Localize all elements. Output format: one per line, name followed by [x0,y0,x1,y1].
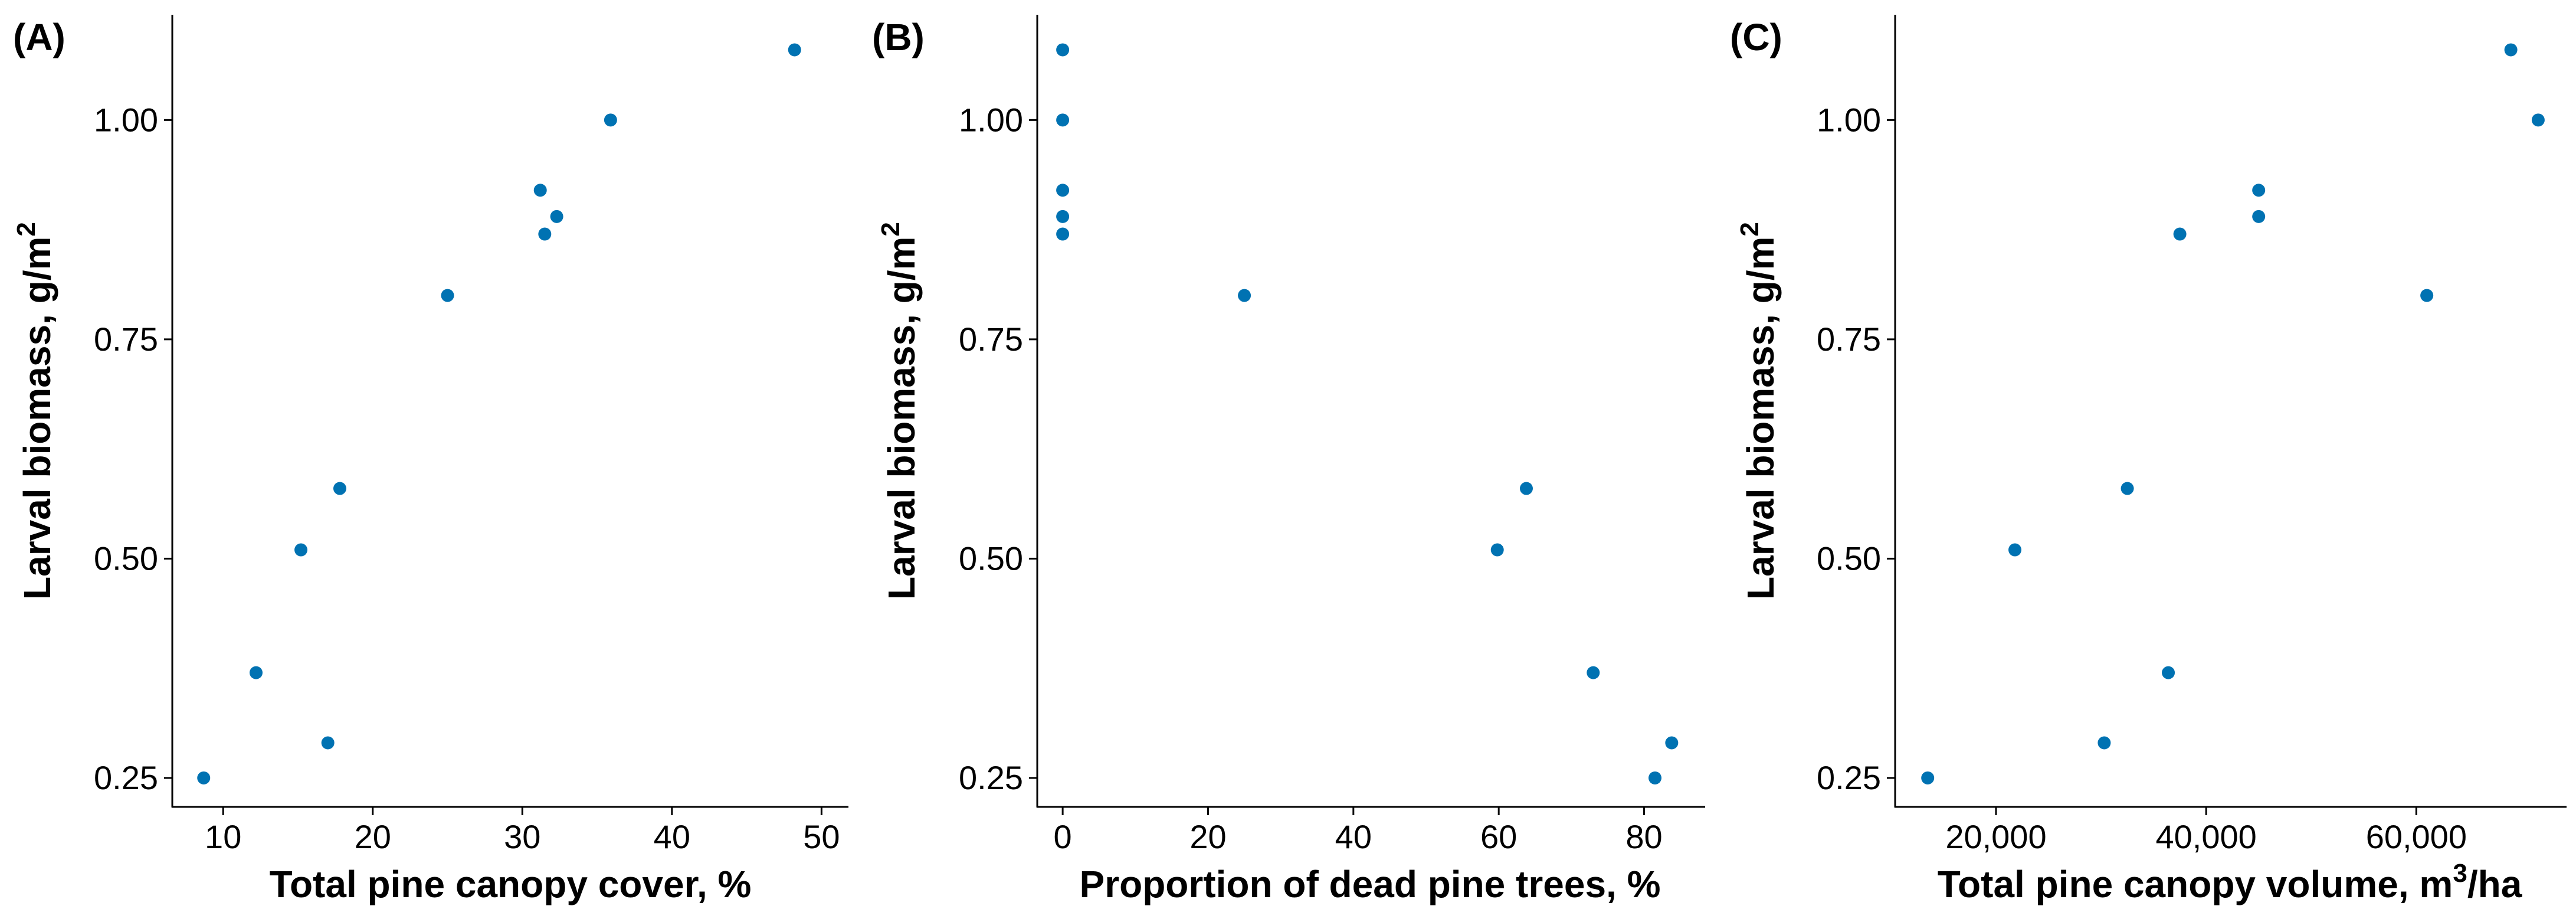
x-tick-label: 80 [1625,818,1662,855]
data-point [533,184,547,197]
data-point [2162,666,2175,679]
data-point [2531,113,2545,127]
data-point [2252,184,2266,197]
data-point [604,113,617,127]
x-tick-label: 0 [1054,818,1072,855]
x-axis-title: Total pine canopy cover, % [270,863,752,905]
x-tick-label: 20 [1189,818,1226,855]
data-point [1056,184,1070,197]
panel-label: (C) [1730,16,1782,58]
panel-b: 0.25 0.50 0.75 1.00 0 20 40 60 80 (B) Proportion o… [872,15,1705,905]
y-tick-label: 0.75 [1817,321,1881,358]
data-point [1921,771,1935,784]
x-tick-label: 60 [1480,818,1517,855]
panel-label: (A) [13,16,65,58]
x-tick-label: 30 [504,818,540,855]
data-point [2121,482,2134,495]
data-point [1056,210,1070,223]
x-tick-label: 40 [1335,818,1372,855]
y-tick-label: 0.25 [959,759,1023,796]
y-axis-title: Larval biomass, g/m2 [1735,222,1782,600]
data-point [333,482,346,495]
data-point [1056,227,1070,241]
x-tick-label: 50 [803,818,840,855]
data-point [2008,543,2022,557]
x-axis-title: Total pine canopy volume, m3/ha [1938,859,2522,905]
y-tick-label: 0.50 [1817,540,1881,577]
x-tick-label: 20,000 [1945,818,2046,855]
data-point [2097,736,2111,750]
panel-a: 0.25 0.50 0.75 1.00 10 20 30 40 50 (A) Total pine … [12,15,848,905]
y-tick-label: 0.50 [959,540,1023,577]
data-point [249,666,263,679]
y-tick-label: 0.50 [94,540,158,577]
y-tick-label: 1.00 [1817,101,1881,138]
data-point [2173,227,2187,241]
data-point [1648,771,1662,784]
data-point [441,289,454,302]
data-point [1056,113,1070,127]
x-tick-label: 20 [355,818,391,855]
y-tick-label: 1.00 [959,101,1023,138]
y-axis-title: Larval biomass, g/m2 [12,222,58,600]
data-point [1238,289,1251,302]
y-tick-label: 1.00 [94,101,158,138]
data-point [538,227,552,241]
y-tick-label: 0.25 [94,759,158,796]
data-point [1056,43,1070,57]
x-tick-label: 40 [654,818,690,855]
data-point [788,43,801,57]
data-point [321,736,335,750]
data-point [1519,482,1533,495]
data-point [1665,736,1679,750]
data-point [1587,666,1600,679]
y-tick-label: 0.75 [959,321,1023,358]
y-tick-label: 0.25 [1817,759,1881,796]
data-point [550,210,563,223]
data-point [2420,289,2434,302]
x-tick-label: 10 [205,818,241,855]
y-axis-title: Larval biomass, g/m2 [876,222,923,600]
data-point [294,543,308,557]
data-point [2252,210,2266,223]
data-point [197,771,211,784]
x-tick-label: 60,000 [2366,818,2467,855]
data-point [2504,43,2518,57]
panel-c: 0.25 0.50 0.75 1.00 20,000 40,000 60,000 (C) Tot… [1730,15,2567,905]
y-tick-label: 0.75 [94,321,158,358]
x-axis-title: Proportion of dead pine trees, % [1080,863,1661,905]
data-point [1490,543,1504,557]
x-tick-label: 40,000 [2156,818,2257,855]
panel-label: (B) [872,16,925,58]
